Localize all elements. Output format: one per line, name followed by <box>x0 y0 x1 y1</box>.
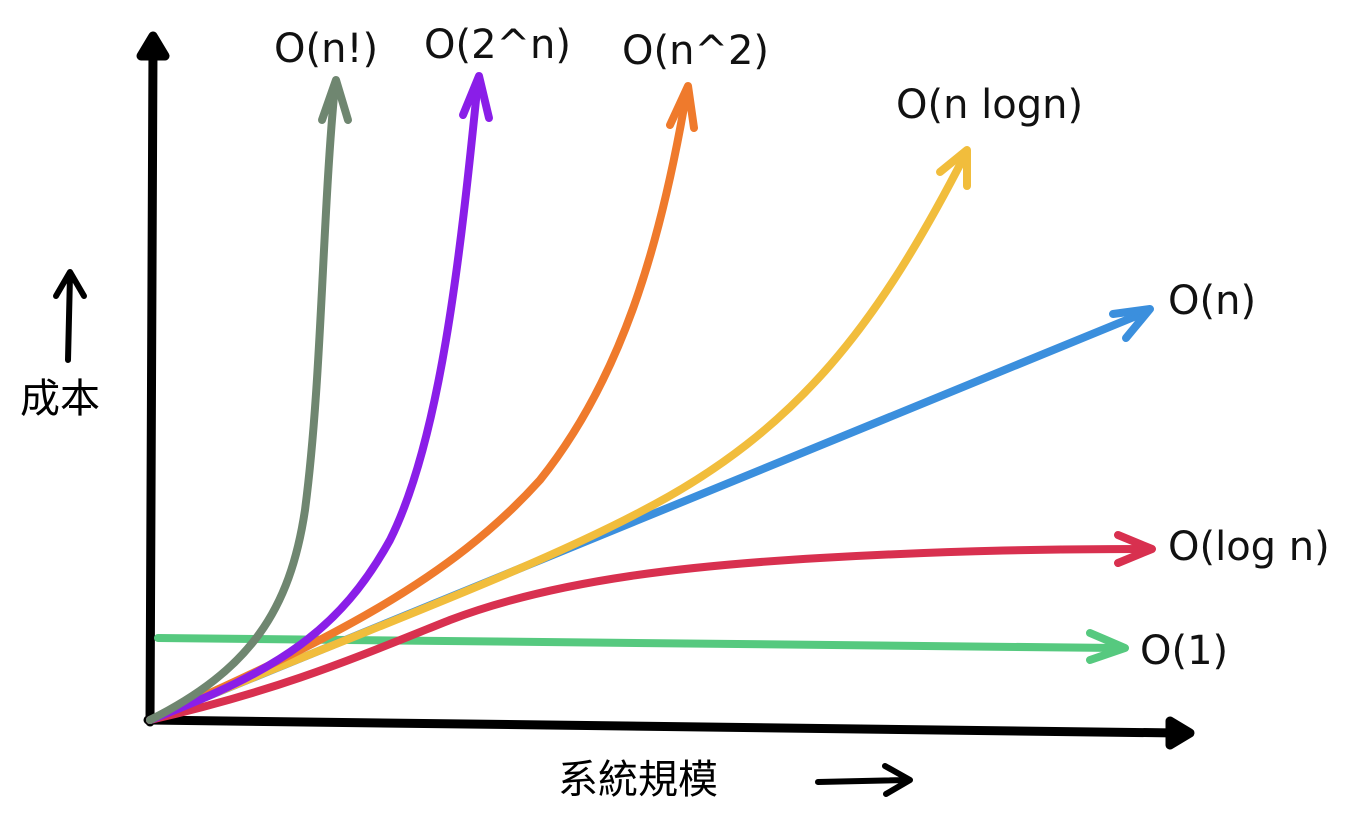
linearithmic-label: O(n logn) <box>896 82 1083 128</box>
constant-arrowhead <box>1086 629 1129 664</box>
quadratic-label: O(n^2) <box>622 28 769 74</box>
y-axis-hint-arrow <box>53 269 87 363</box>
x-axis-arrowhead <box>1165 716 1195 750</box>
x-axis-hint-arrow <box>815 763 913 797</box>
curve-factorial: O(n!) <box>146 26 378 724</box>
factorial-arrowhead <box>318 76 352 124</box>
factorial-label: O(n!) <box>274 26 378 72</box>
factorial-line <box>146 81 339 724</box>
x-axis-label-group: 系統規模 <box>558 757 913 803</box>
x-axis-line <box>143 715 1183 738</box>
exponential-arrowhead <box>459 72 493 122</box>
quadratic-line <box>146 86 691 724</box>
constant-label: O(1) <box>1140 628 1228 674</box>
exponential-line <box>146 76 482 724</box>
y-axis-label: 成本 <box>20 376 100 422</box>
y-axis-line <box>145 43 158 727</box>
axes <box>136 31 1195 750</box>
linearithmic-arrowhead <box>936 146 971 190</box>
curve-exponential: O(2^n) <box>146 22 571 724</box>
logarithmic-label: O(log n) <box>1168 524 1330 570</box>
curve-quadratic: O(n^2) <box>146 28 769 724</box>
exponential-label: O(2^n) <box>424 22 571 68</box>
linear-label: O(n) <box>1168 278 1256 324</box>
curve-linearithmic: O(n logn) <box>146 82 1083 724</box>
y-axis-label-group: 成本 <box>20 269 100 422</box>
linear-arrowhead <box>1109 305 1154 342</box>
logarithmic-arrowhead <box>1114 531 1156 567</box>
logarithmic-line <box>146 545 1152 724</box>
quadratic-arrowhead <box>666 82 698 132</box>
linearithmic-line <box>146 151 969 724</box>
curve-logarithmic: O(log n) <box>146 524 1330 724</box>
x-axis-label: 系統規模 <box>558 757 718 803</box>
y-axis-arrowhead <box>136 31 170 61</box>
